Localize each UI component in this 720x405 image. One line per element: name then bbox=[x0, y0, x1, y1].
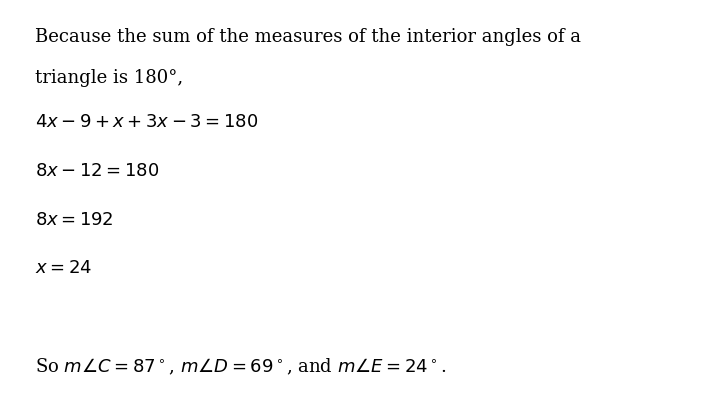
Text: $8x = 192$: $8x = 192$ bbox=[35, 211, 114, 228]
Text: $8x - 12 = 180$: $8x - 12 = 180$ bbox=[35, 162, 159, 180]
Text: $4x - 9 + x + 3x - 3 = 180$: $4x - 9 + x + 3x - 3 = 180$ bbox=[35, 113, 258, 131]
Text: So $m\angle C = 87^\circ$, $m\angle D = 69^\circ$, and $m\angle E = 24^\circ$.: So $m\angle C = 87^\circ$, $m\angle D = … bbox=[35, 356, 447, 377]
Text: Because the sum of the measures of the interior angles of a: Because the sum of the measures of the i… bbox=[35, 28, 581, 46]
Text: $x = 24$: $x = 24$ bbox=[35, 259, 92, 277]
Text: triangle is 180°,: triangle is 180°, bbox=[35, 69, 184, 87]
